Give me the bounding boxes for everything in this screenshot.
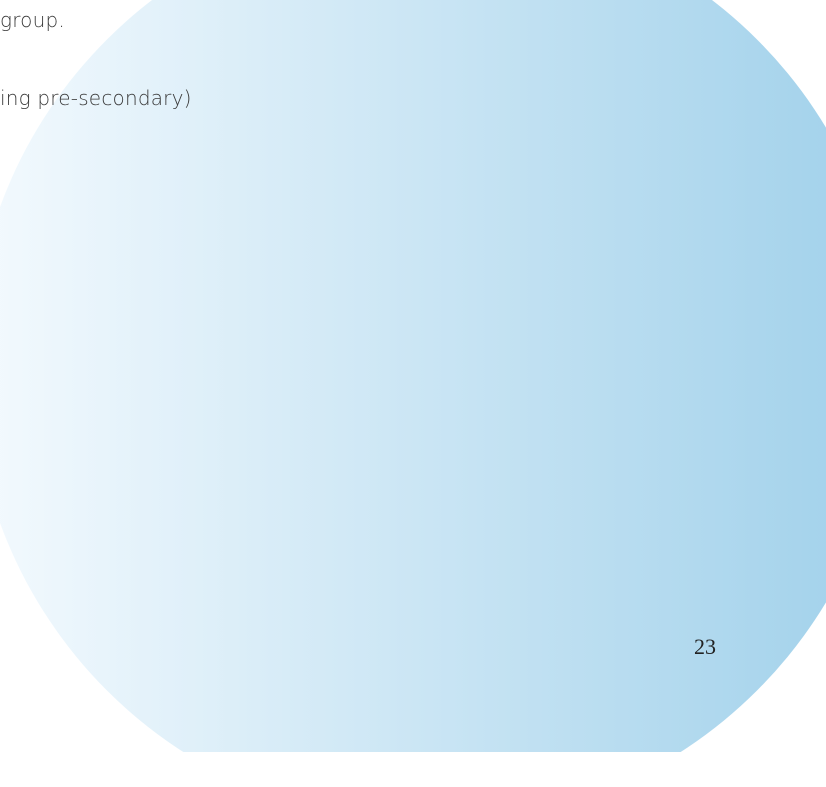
decorative-circle	[0, 0, 826, 752]
body-text-line: ing pre-secondary)	[0, 86, 192, 110]
page-number: 23	[694, 634, 716, 659]
decor-clip	[0, 0, 826, 752]
decorative-circle-shape	[0, 0, 826, 752]
body-text-line: group.	[0, 8, 65, 32]
